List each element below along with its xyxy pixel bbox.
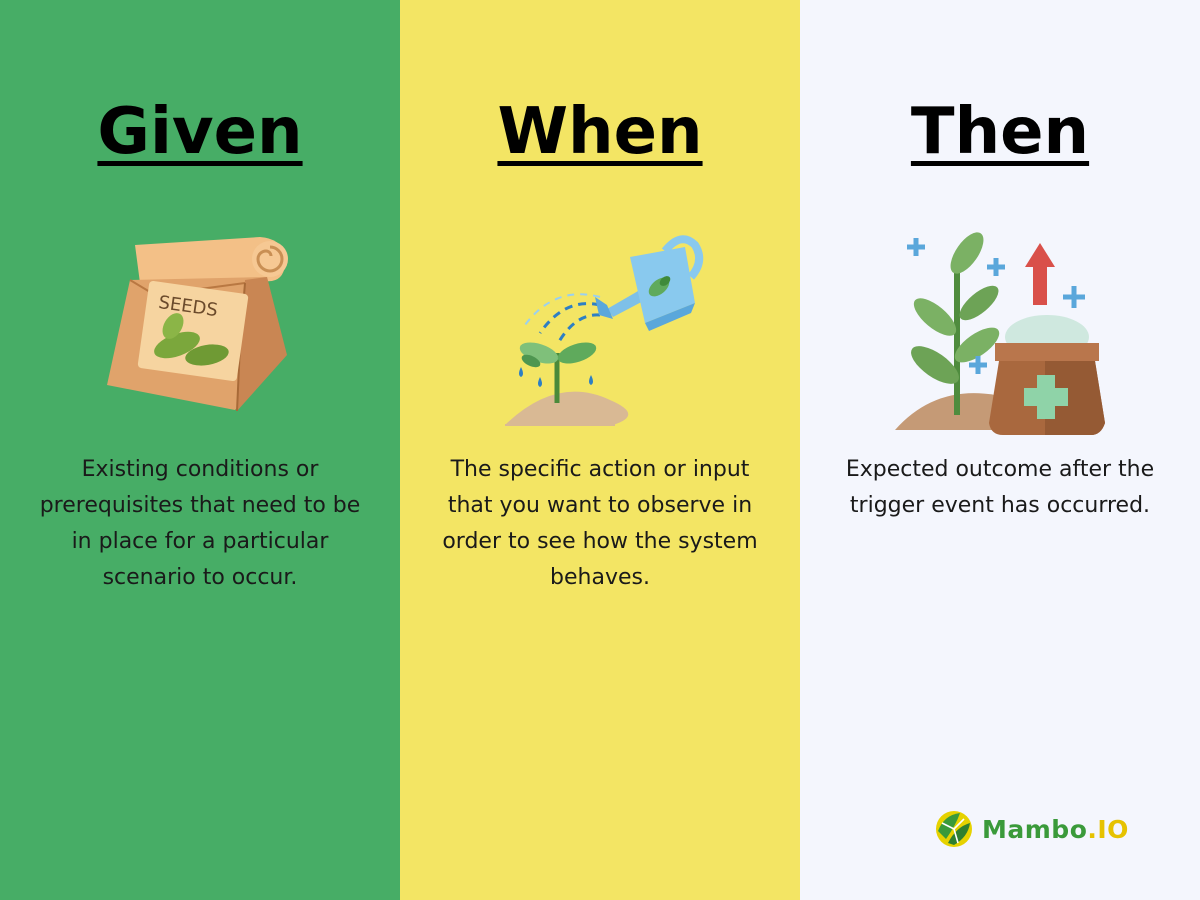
- seed-bag-icon: SEEDS: [107, 237, 288, 412]
- brand-logo: Mambo.IO: [934, 808, 1129, 850]
- growing-plant-icon: [895, 232, 1105, 435]
- when-description: The specific action or input that you wa…: [442, 457, 758, 590]
- given-column: Given SEEDS Existing conditions or prere…: [0, 0, 400, 900]
- then-column: Then Expected outcome after the trigger …: [800, 0, 1200, 900]
- then-heading: Then: [910, 95, 1090, 169]
- when-heading: When: [497, 95, 703, 169]
- when-column: When The specific action or input that y…: [400, 0, 800, 900]
- mambo-leaf-logo-icon: [936, 811, 972, 847]
- brand-name: Mambo.IO: [982, 814, 1129, 844]
- given-heading: Given: [97, 95, 303, 169]
- given-description: Existing conditions or prerequisites tha…: [39, 457, 361, 590]
- watering-can-icon: [505, 235, 704, 426]
- then-description: Expected outcome after the trigger event…: [845, 457, 1155, 518]
